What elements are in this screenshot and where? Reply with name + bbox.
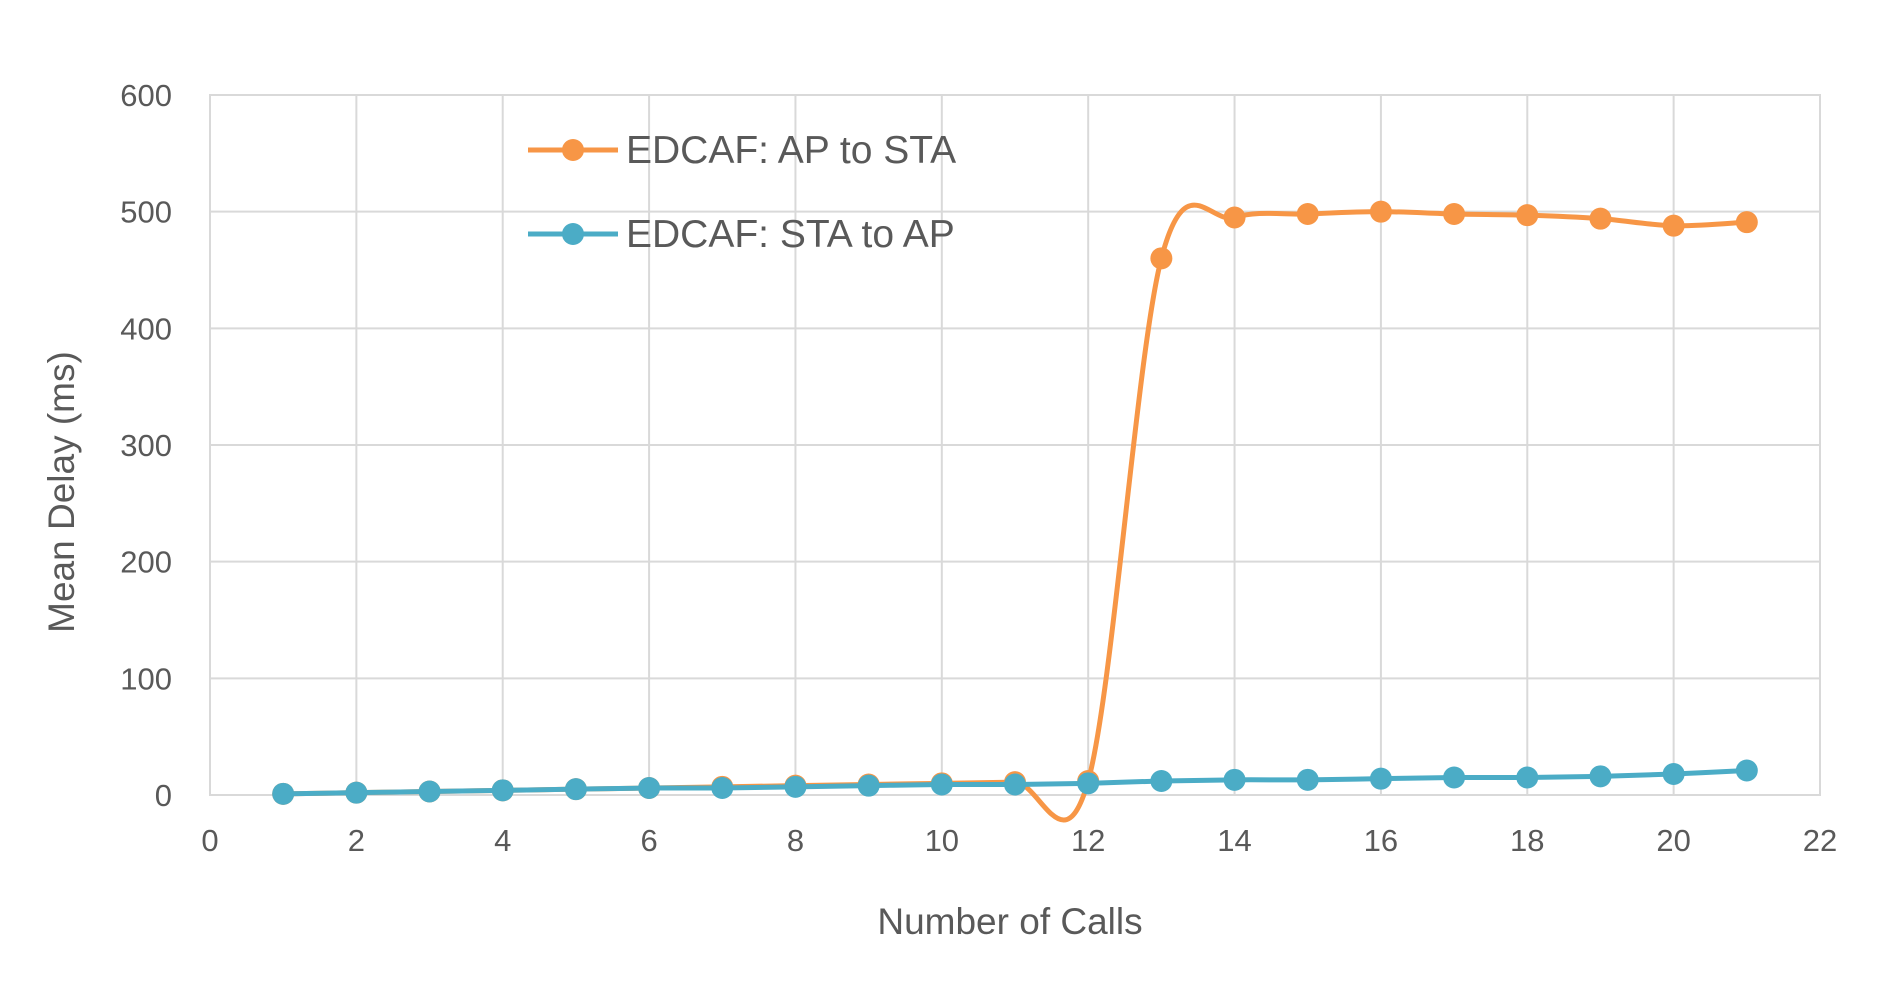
data-point (1516, 766, 1539, 789)
legend-entry-sta-to-ap: EDCAF: STA to AP (528, 213, 955, 256)
data-point (1662, 763, 1685, 785)
legend-label-ap-to-sta: EDCAF: AP to STA (626, 129, 956, 172)
data-point (1443, 766, 1466, 789)
x-tick-label: 12 (1071, 823, 1105, 858)
data-point (1296, 768, 1319, 791)
x-tick-label: 2 (348, 823, 365, 858)
data-point (1223, 768, 1246, 791)
data-point (1735, 211, 1758, 234)
y-axis-title: Mean Delay (ms) (41, 351, 82, 633)
data-point (1150, 247, 1173, 270)
data-point (345, 781, 368, 804)
x-tick-label: 0 (201, 823, 218, 858)
data-point (1296, 203, 1319, 225)
y-tick-label: 200 (120, 545, 172, 580)
legend-entry-ap-to-sta: EDCAF: AP to STA (528, 129, 956, 172)
x-tick-label: 20 (1656, 823, 1690, 858)
y-axis-tick-labels: 0 100 200 300 400 500 600 (120, 78, 172, 813)
x-tick-label: 10 (925, 823, 959, 858)
x-tick-label: 4 (494, 823, 511, 858)
data-point (1589, 765, 1612, 788)
x-tick-label: 22 (1803, 823, 1837, 858)
series-1 (272, 759, 1758, 805)
y-tick-label: 300 (120, 428, 172, 463)
data-point (1516, 204, 1539, 227)
y-tick-label: 100 (120, 661, 172, 696)
data-point (1223, 206, 1246, 229)
data-point (857, 774, 880, 797)
x-tick-label: 8 (787, 823, 804, 858)
series-layer (272, 200, 1758, 823)
series-0 (272, 200, 1758, 823)
data-point (711, 777, 734, 799)
data-point (1150, 770, 1173, 792)
x-tick-label: 18 (1510, 823, 1544, 858)
data-point (1369, 767, 1392, 790)
data-point (491, 779, 514, 802)
data-point (272, 782, 295, 805)
y-tick-label: 400 (120, 311, 172, 346)
gridlines (209, 94, 1821, 796)
x-axis-title: Number of Calls (877, 901, 1142, 942)
data-point (1735, 759, 1758, 782)
x-axis-tick-labels: 0 2 4 6 8 10 12 14 16 18 20 22 (201, 823, 1837, 858)
legend-swatch-marker-sta-to-ap (562, 223, 584, 245)
data-point (1662, 214, 1685, 237)
data-point (1443, 203, 1466, 225)
data-point (1369, 200, 1392, 223)
data-point (784, 775, 807, 798)
legend-swatch-marker-ap-to-sta (562, 139, 584, 161)
x-tick-label: 6 (640, 823, 657, 858)
data-point (930, 773, 953, 796)
legend-label-sta-to-ap: EDCAF: STA to AP (626, 213, 955, 256)
data-point (418, 780, 441, 803)
data-point (564, 778, 587, 801)
x-tick-label: 14 (1217, 823, 1251, 858)
x-tick-label: 16 (1364, 823, 1398, 858)
y-tick-label: 0 (155, 778, 172, 813)
y-tick-label: 500 (120, 195, 172, 230)
data-point (1589, 207, 1612, 230)
legend: EDCAF: AP to STA EDCAF: STA to AP (528, 129, 956, 256)
data-point (1077, 772, 1100, 795)
data-point (638, 777, 661, 799)
data-point (1004, 773, 1026, 796)
y-tick-label: 600 (120, 78, 172, 113)
